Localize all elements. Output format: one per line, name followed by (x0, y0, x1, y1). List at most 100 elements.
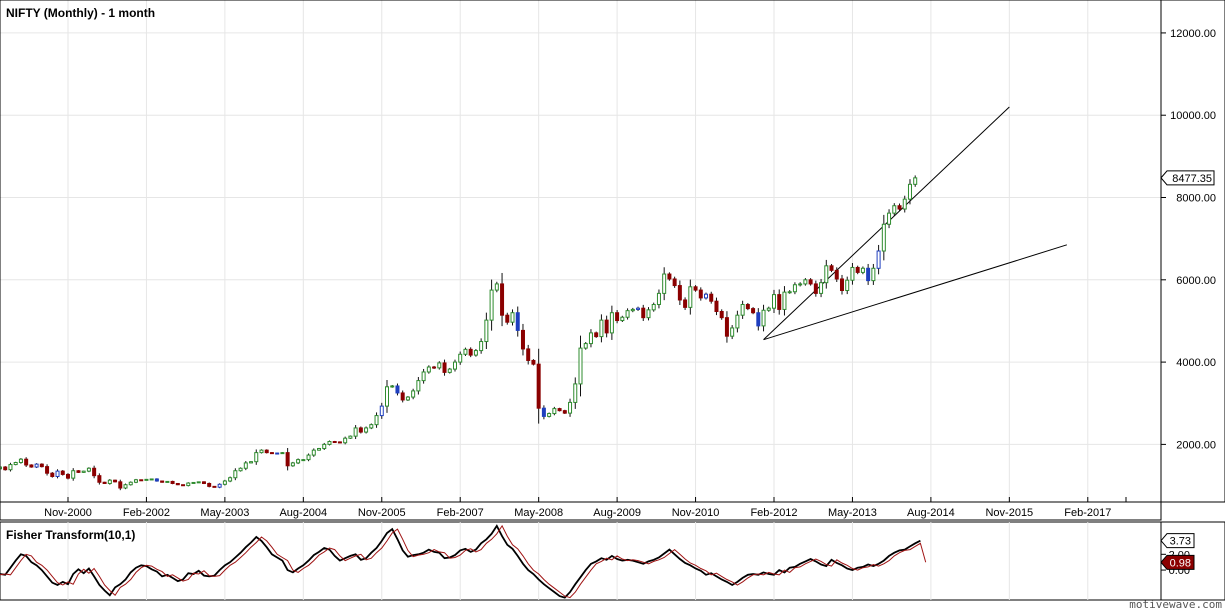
price-panel[interactable]: NIFTY (Monthly) - 1 month (0, 0, 1162, 503)
candle-body (458, 353, 463, 363)
candle-body (165, 480, 170, 483)
candle-body (479, 341, 484, 352)
fisher-panel[interactable]: Fisher Transform(10,1) (0, 521, 1162, 601)
candle-body (175, 482, 180, 486)
last-price-label: 8477.35 (1172, 173, 1212, 185)
candle-body (855, 266, 860, 273)
candle-body (426, 366, 431, 373)
fisher-series (0, 524, 927, 599)
candle-body (515, 312, 520, 331)
candle-body (343, 437, 348, 444)
candle-body (452, 361, 457, 370)
candle-body (228, 477, 233, 482)
fisher-grid (67, 522, 1089, 600)
price-y-axis[interactable] (1160, 0, 1225, 503)
time-x-axis[interactable] (0, 501, 1162, 521)
candlestick-series (0, 175, 918, 491)
price-y-ticks: 2000.00 4000.00 6000.00 8000.00 10000.00 1200… (1161, 28, 1216, 451)
x-tick-label: May-2008 (514, 507, 563, 519)
candle-body (275, 452, 280, 455)
price-y-tick-label: 2000.00 (1176, 439, 1216, 451)
price-y-axis-frame (1160, 0, 1225, 503)
candle-body (191, 481, 196, 484)
candle-body (892, 205, 897, 214)
fisher-trigger-line (0, 524, 927, 599)
candle-body (772, 294, 776, 309)
candle-body (798, 283, 803, 286)
candle-body (327, 441, 332, 445)
candle-body (860, 267, 865, 273)
candle-body (510, 312, 515, 323)
candle-body (81, 470, 86, 473)
candle-body (547, 413, 552, 417)
candle-body (604, 319, 609, 334)
candle-body (803, 279, 808, 285)
candle-body (505, 314, 510, 323)
last-price-marker-shape (1160, 170, 1215, 186)
candle-body (181, 484, 186, 487)
trendline[interactable] (763, 106, 1010, 341)
candle-body (494, 283, 499, 291)
candle-body (672, 278, 677, 287)
candle-body (60, 470, 65, 475)
candle-body (536, 363, 541, 409)
candle-body (829, 265, 834, 271)
candle-body (113, 479, 118, 483)
candle-body (625, 310, 630, 318)
candle-body (531, 359, 536, 365)
x-tick-label: Feb-2002 (123, 507, 170, 519)
x-tick-label: Aug-2009 (593, 507, 641, 519)
candle-body (688, 286, 693, 308)
price-y-tick-label: 6000.00 (1176, 275, 1216, 287)
candle-body (594, 332, 599, 338)
candle-body (887, 212, 892, 225)
candle-body (557, 408, 562, 412)
candle-body (222, 480, 227, 485)
fisher-value-label: 3.73 (1170, 536, 1191, 548)
candle-body (45, 466, 50, 474)
candle-body (437, 362, 442, 369)
candle-body (813, 283, 818, 294)
candle-body (463, 348, 468, 355)
candle-body (782, 291, 787, 310)
x-tick-label: Feb-2012 (750, 507, 797, 519)
candle-body (871, 267, 876, 282)
trendline[interactable] (763, 244, 1068, 341)
candle-body (824, 265, 829, 284)
candle-body (683, 299, 688, 308)
candle-body (751, 308, 756, 314)
candle-body (656, 292, 661, 305)
candle-body (18, 458, 23, 463)
candle-body (65, 473, 70, 479)
candle-body (118, 481, 123, 489)
candle-body (662, 273, 667, 294)
candle-body (374, 415, 379, 426)
x-tick-label: May-2003 (200, 507, 249, 519)
fisher-value-marker (1160, 554, 1195, 570)
candle-body (395, 385, 400, 394)
price-y-tick-label: 4000.00 (1176, 357, 1216, 369)
candle-body (876, 250, 881, 269)
candle-body (39, 463, 44, 468)
candle-body (709, 293, 714, 302)
candle-body (787, 291, 792, 294)
candle-body (620, 316, 625, 322)
candle-body (599, 319, 604, 338)
candle-body (280, 452, 285, 455)
candle-body (526, 348, 531, 361)
candle-body (149, 478, 154, 481)
candle-body (107, 479, 112, 484)
candle-body (866, 267, 871, 282)
x-tick-label: Nov-2010 (672, 507, 720, 519)
trendlines (763, 106, 1068, 341)
candle-body (379, 405, 384, 417)
candle-body (123, 484, 128, 489)
candle-body (578, 347, 583, 385)
candle-body (139, 479, 144, 482)
candle-body (50, 472, 55, 477)
candle-body (740, 303, 745, 316)
candle-body (296, 459, 301, 464)
candle-body (332, 441, 337, 444)
x-tick-label: May-2013 (828, 507, 877, 519)
candle-body (766, 307, 771, 311)
